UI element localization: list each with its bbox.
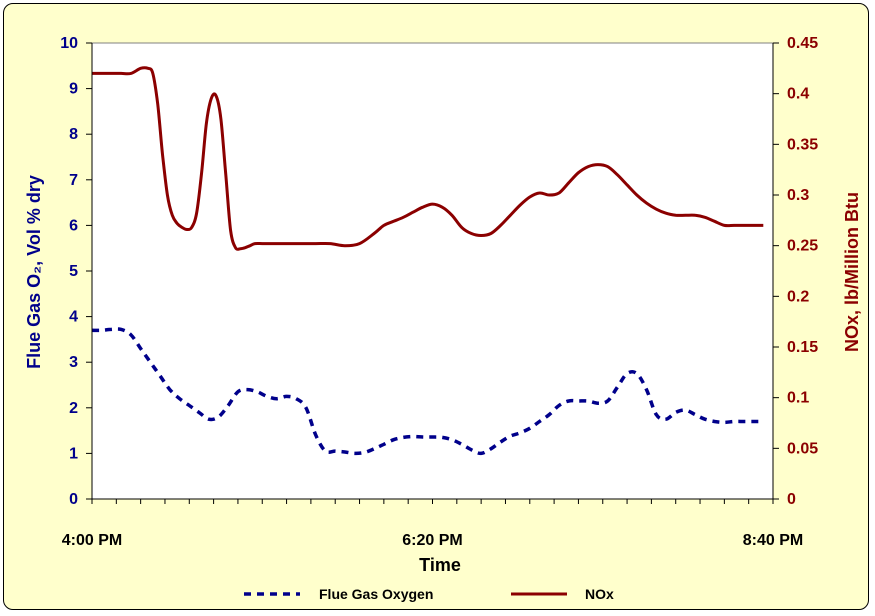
series-layer [91,66,764,456]
y-right-tick-label: 0.25 [787,238,818,255]
y-left-tick-label: 3 [69,354,78,371]
y-right-tick-label: 0.1 [787,390,809,407]
y-right-tick-label: 0.3 [787,187,809,204]
series-line-oxygen [91,327,764,456]
axis-layer [86,42,779,504]
y-left-axis-title: Flue Gas O₂, Vol % dry [24,175,44,369]
y-left-tick-label: 9 [69,81,78,98]
x-axis-title: Time [419,555,461,575]
y-left-tick-label: 2 [69,400,78,417]
y-left-tick-label: 1 [69,445,78,462]
y-right-tick-label: 0.2 [787,288,809,305]
y-right-tick-label: 0 [787,491,796,508]
y-right-tick-label: 0.35 [787,136,818,153]
y-right-tick-label: 0.45 [787,35,818,52]
y-left-tick-label: 6 [69,217,78,234]
legend-label-nox: NOx [585,586,614,602]
y-right-tick-label: 0.05 [787,440,818,457]
y-right-axis-title: NOx, lb/Million Btu [842,192,862,352]
y-left-tick-label: 5 [69,263,78,280]
series-line-nox [91,66,764,251]
x-tick-label: 4:00 PM [62,532,122,549]
x-tick-label: 8:40 PM [743,532,803,549]
plot-area [91,42,774,500]
y-left-tick-label: 10 [60,35,78,52]
tick-layer: 0 1 2 3 4 5 6 7 8 9 10 0 0.05 0.1 0.15 0.2 0.25 0.3 0.35 0.… [60,35,818,549]
legend-label-oxygen: Flue Gas Oxygen [319,586,433,602]
y-left-tick-label: 4 [69,309,78,326]
y-right-tick-label: 0.4 [787,86,809,103]
legend: Flue Gas Oxygen NOx [244,586,614,602]
y-left-tick-label: 0 [69,491,78,508]
y-left-tick-label: 7 [69,172,78,189]
y-right-tick-label: 0.15 [787,339,818,356]
x-tick-label: 6:20 PM [402,532,462,549]
y-left-tick-label: 8 [69,126,78,143]
